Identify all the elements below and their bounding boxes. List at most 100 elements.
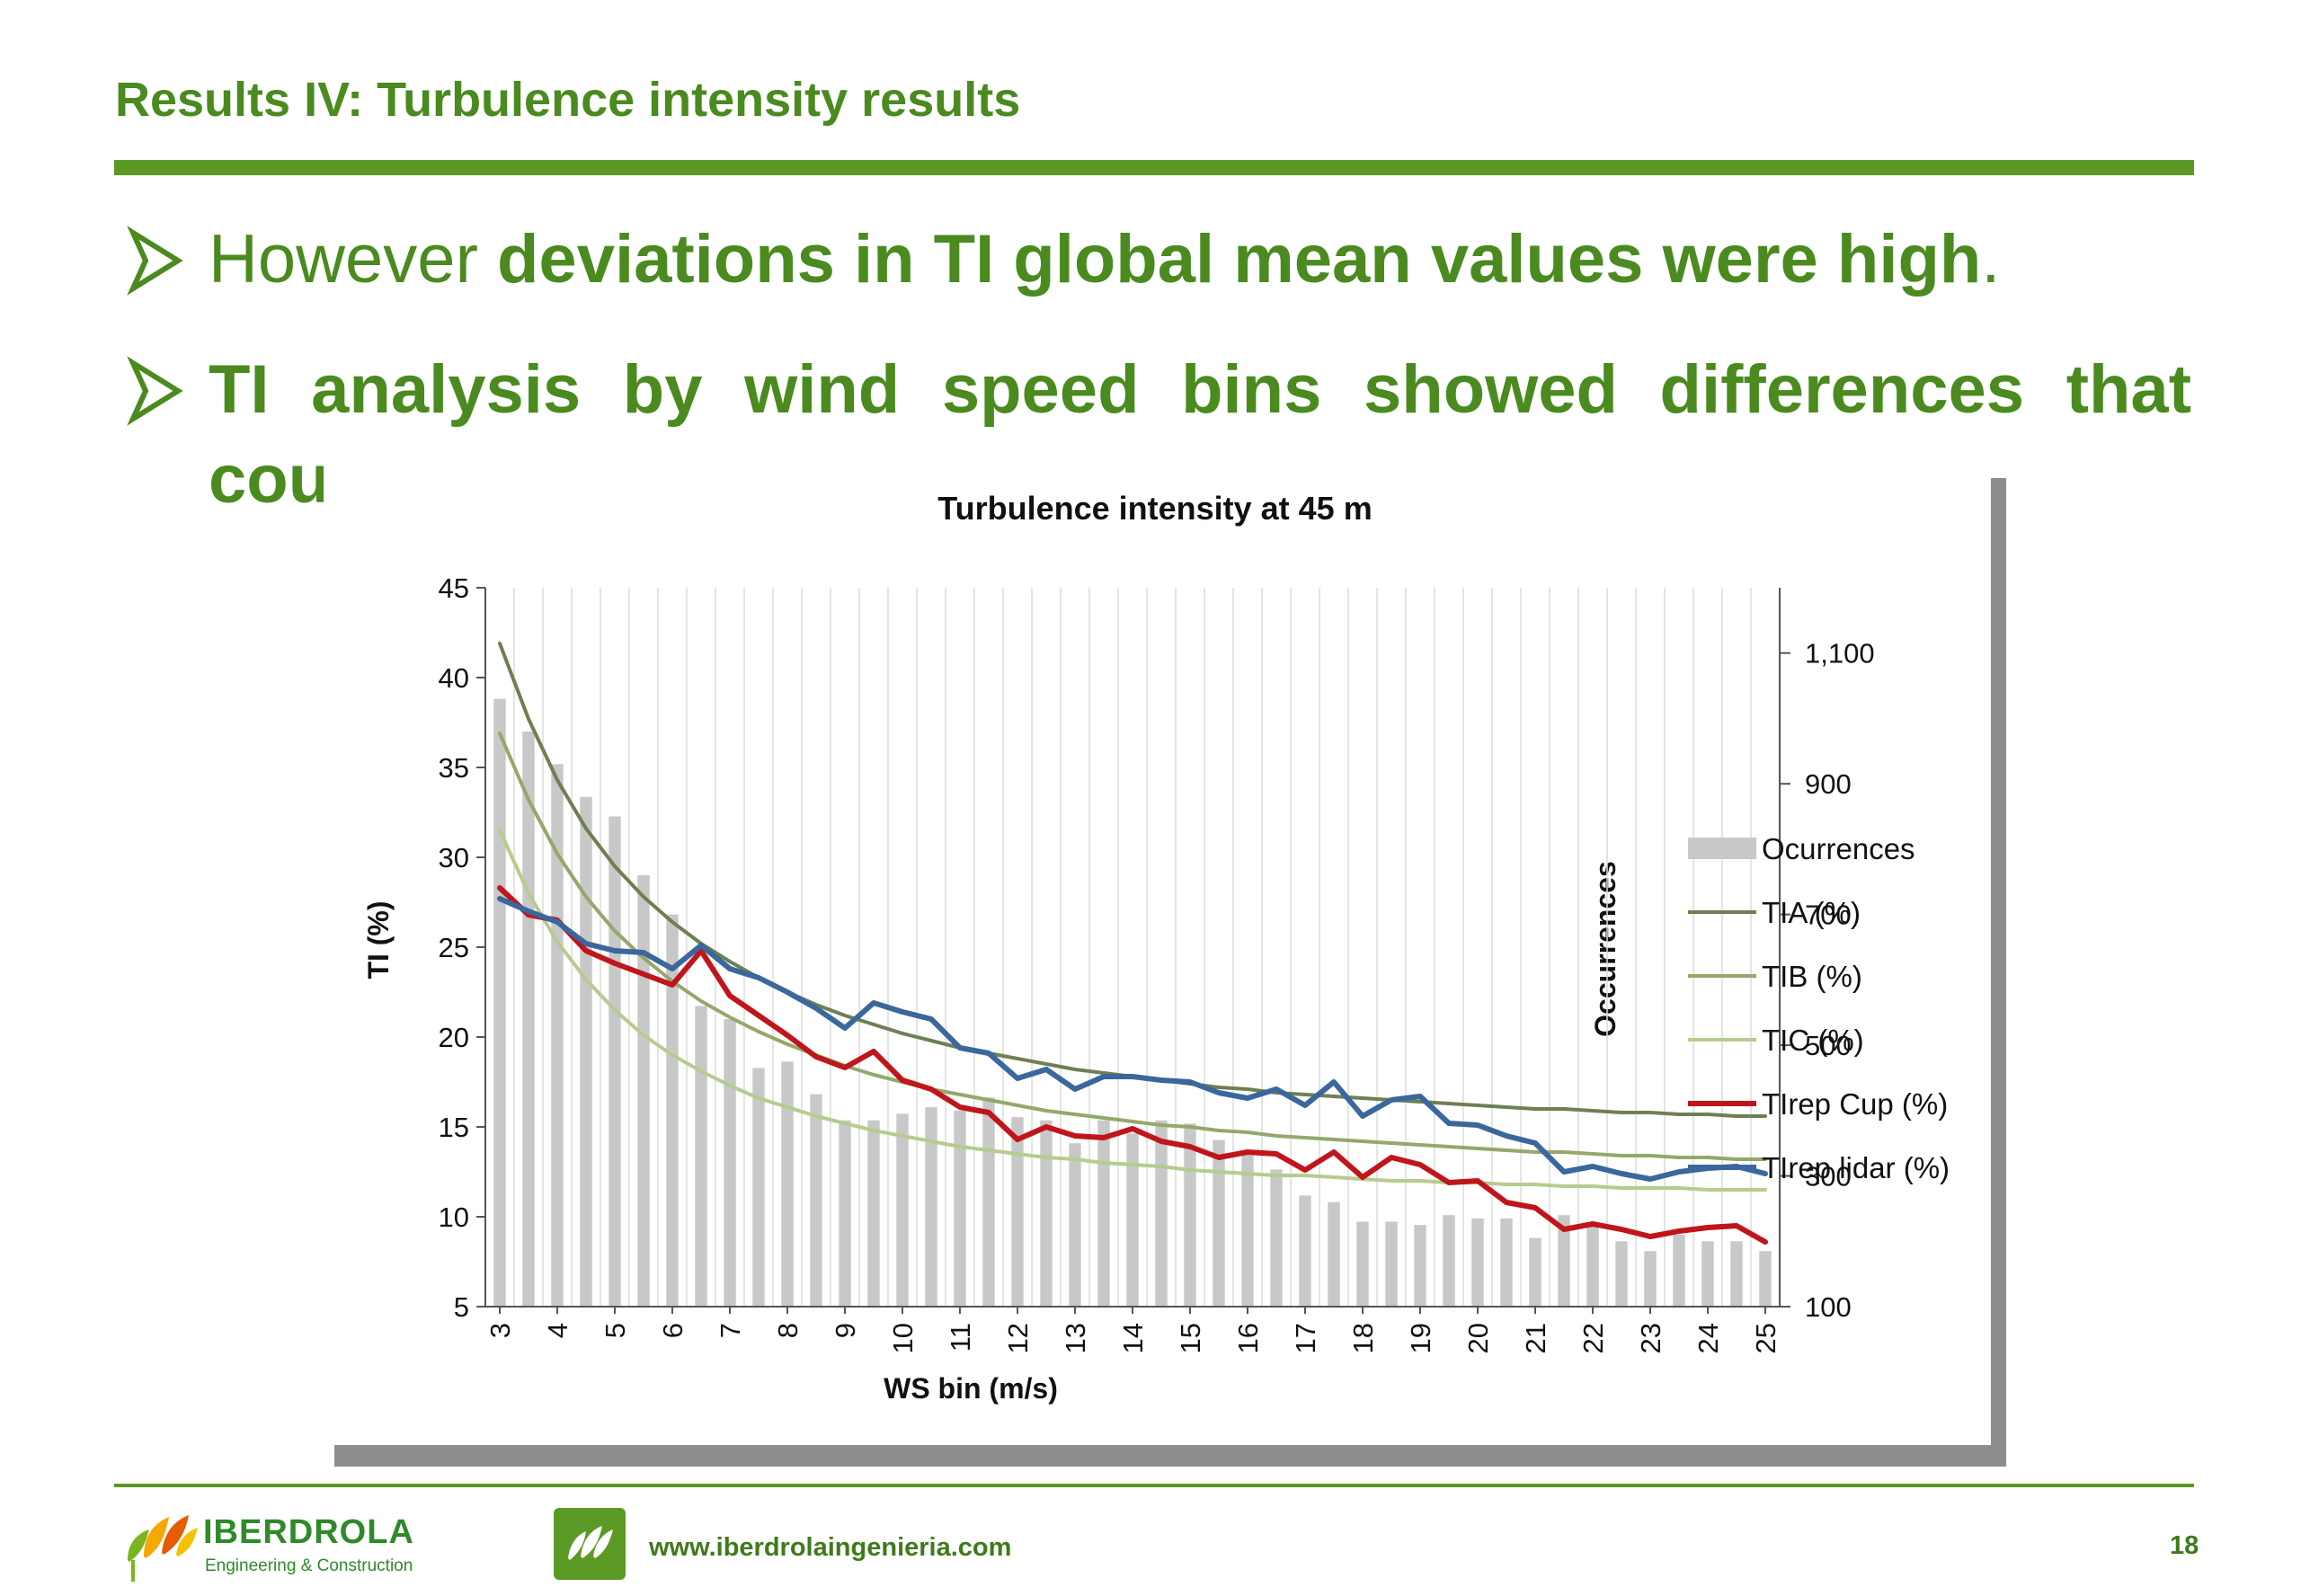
occurrence-bar [1701,1241,1714,1307]
legend-label-tia: TIA (%) [1762,896,1861,929]
x-tick-label: 17 [1290,1323,1321,1353]
title-divider [114,160,2194,175]
series-line-tirep-lidar [497,896,1768,1182]
x-tick-label: 9 [830,1323,861,1338]
x-tick-label: 21 [1520,1323,1551,1353]
footer-divider [114,1484,2194,1487]
occurrence-bar [1155,1120,1168,1307]
x-tick-label: 6 [657,1323,689,1338]
x-tick-label: 16 [1232,1323,1264,1353]
bullet-2-line-1: TI analysis by wind speed bins showed di… [209,351,2191,428]
occurrence-bar [580,796,592,1307]
occurrence-bar [867,1120,880,1307]
x-tick-label: 25 [1750,1323,1781,1353]
chart-axes [476,587,1790,1314]
chart-grid [484,588,1781,1307]
y2-axis-label: Occurrences [1589,861,1621,1037]
occurrence-bar [1586,1225,1599,1307]
y-tick-label: 25 [439,932,469,963]
legend-label-tib: TIB (%) [1762,960,1862,993]
x-tick-label: 24 [1692,1323,1724,1353]
y2-tick-label: 100 [1805,1291,1852,1323]
legend-label-tirep-cup: TIrep Cup (%) [1762,1087,1948,1121]
occurrence-bar [1270,1169,1283,1307]
occurrence-bar [1213,1139,1225,1307]
page-number: 18 [2170,1531,2199,1560]
y2-tick-label: 700 [1805,900,1852,931]
website-link[interactable]: www.iberdrolaingenieria.com [649,1533,1012,1562]
occurrence-bar [896,1113,909,1307]
chart-panel: Turbulence intensity at 45 m TI (%) Occu… [324,464,1991,1445]
legend-label-ocurrences: Ocurrences [1762,832,1915,865]
occurrence-bar [1471,1218,1484,1307]
occurrence-bar [1011,1117,1024,1307]
x-tick-label: 11 [945,1323,976,1352]
series-line-tib [498,732,1767,1161]
x-tick-label: 22 [1577,1323,1609,1353]
x-tick-label: 13 [1060,1323,1091,1353]
x-tick-label: 4 [542,1323,573,1338]
x-tick-label: 20 [1462,1323,1494,1353]
legend-swatch-ocurrences [1688,838,1756,859]
y2-tick-label: 900 [1805,768,1852,800]
y2-tick-label: 1,100 [1805,638,1875,669]
bullet-1-prefix: However [209,221,497,297]
bullet-arrow-icon [127,226,183,296]
x-tick-label: 18 [1347,1323,1379,1353]
logo-name: IBERDROLA [203,1513,414,1551]
website-icon [554,1508,626,1580]
y-tick-label: 40 [439,662,469,694]
occurrence-bar [1241,1153,1254,1307]
ti-series-lines [497,642,1768,1245]
occurrence-bar [666,914,679,1307]
occurrence-bar [1443,1215,1455,1307]
occurrence-bar [609,816,621,1307]
x-tick-label: 5 [600,1323,631,1338]
y-tick-label: 10 [439,1201,469,1233]
occurrence-bar [1069,1143,1081,1307]
turbulence-chart: Turbulence intensity at 45 m TI (%) Occu… [362,490,1950,1405]
occurrence-bar [724,1019,736,1307]
legend-label-tirep-lidar: TIrep lidar (%) [1762,1151,1950,1184]
x-tick-label: 7 [715,1323,746,1338]
y-tick-label: 20 [439,1022,469,1053]
y-tick-label: 30 [439,842,469,873]
bullet-2-line-2: cou [209,441,331,518]
occurrence-bar [839,1120,851,1307]
occurrence-bars [493,698,1772,1307]
y-tick-label: 15 [439,1112,469,1143]
chart-title: Turbulence intensity at 45 m [937,490,1372,527]
x-tick-label: 19 [1405,1323,1436,1353]
occurrence-bar [695,1006,707,1307]
series-line-tia [498,642,1767,1118]
iberdrola-leaf-icon [128,1515,198,1582]
x-tick-label: 8 [772,1323,804,1338]
bullet-1-text: However deviations in TI global mean val… [209,220,2000,298]
occurrence-bar [522,732,535,1307]
occurrence-bar [551,764,564,1307]
occurrence-bar [781,1061,794,1307]
x-tick-label: 15 [1175,1323,1206,1353]
occurrence-bar [1328,1201,1340,1307]
x-tick-label: 14 [1117,1323,1149,1353]
leaf-icon [568,1526,613,1560]
x-tick-label: 10 [887,1323,919,1353]
slide-title: Results IV: Turbulence intensity results [115,73,1021,127]
occurrence-bar [1299,1195,1311,1307]
occurrence-bar [1759,1251,1772,1307]
occurrence-bar [493,698,506,1307]
occurrence-bar [1356,1221,1369,1307]
occurrence-bar [954,1110,966,1307]
occurrence-bar [925,1107,937,1307]
legend-label-tic: TIC (%) [1762,1024,1864,1057]
occurrence-bar [637,875,650,1307]
occurrence-bar [1414,1225,1426,1307]
x-tick-label: 3 [484,1323,516,1338]
iberdrola-logo: IBERDROLA Engineering & Construction [122,1506,428,1596]
occurrence-bar [1500,1218,1513,1307]
series-line-tirep-cup [497,885,1768,1245]
y-tick-label: 45 [439,572,469,604]
x-tick-label: 23 [1635,1323,1666,1353]
occurrence-bar [1558,1215,1570,1307]
